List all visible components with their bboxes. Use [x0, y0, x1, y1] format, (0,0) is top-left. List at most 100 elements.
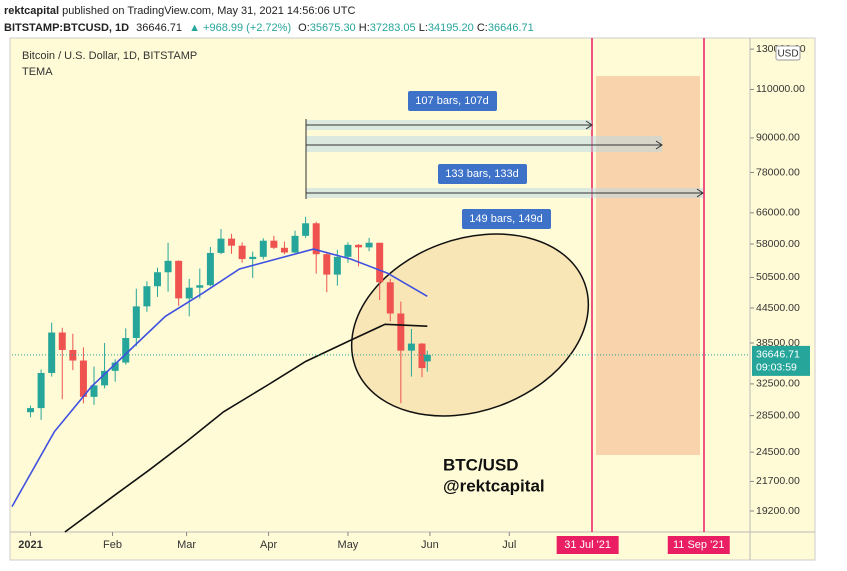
- plot: 130000.00110000.0090000.0078000.0066000.…: [11, 43, 810, 554]
- range-label: 107 bars, 107d: [415, 95, 488, 107]
- h-value: 37283.05: [370, 22, 416, 34]
- x-tick-label: May: [338, 539, 359, 551]
- date-marker-label: 31 Jul '21: [564, 539, 611, 551]
- candle-body: [270, 240, 278, 248]
- candle-body: [228, 238, 236, 246]
- indicator-line: [11, 248, 428, 507]
- y-tick-label: 21700.00: [756, 475, 800, 487]
- indicator-line: [64, 323, 428, 533]
- candle-body: [323, 254, 331, 275]
- candle-body: [153, 272, 161, 287]
- candle-body: [302, 223, 310, 236]
- candle-body: [280, 247, 288, 253]
- author: rektcapital: [4, 5, 59, 17]
- candle-body: [164, 260, 172, 273]
- candle-body: [386, 282, 394, 314]
- range-label-box: [462, 209, 551, 229]
- target-zone: [596, 76, 700, 455]
- candle-body: [238, 245, 246, 260]
- candle-body: [122, 338, 130, 363]
- range-label-box: [438, 164, 527, 184]
- l-value: 34195.20: [428, 22, 474, 34]
- candle-body: [206, 252, 214, 286]
- candle-body: [407, 343, 415, 351]
- candle-body: [143, 286, 151, 307]
- date-marker-box: [556, 536, 619, 554]
- candle-body: [132, 306, 140, 339]
- candle-body: [48, 332, 56, 373]
- arrow-head: [655, 140, 663, 150]
- header-line1: rektcapital published on TradingView.com…: [4, 5, 355, 17]
- l-label: L:: [419, 22, 428, 34]
- x-tick-label: Apr: [260, 539, 277, 551]
- candle-body: [291, 235, 299, 253]
- candle-body: [397, 313, 405, 351]
- x-tick-label: Feb: [103, 539, 122, 551]
- candle-body: [418, 343, 426, 369]
- x-tick-label: Jul: [502, 539, 516, 551]
- arrow-head: [585, 120, 593, 130]
- currency-box: [775, 45, 801, 61]
- header-line2: BITSTAMP:BTCUSD, 1D 36646.71 ▲ +968.99 (…: [4, 22, 534, 34]
- x-tick-label: 2021: [18, 539, 42, 551]
- candle-body: [101, 370, 109, 386]
- y-tick-label: 110000.00: [756, 83, 805, 95]
- date-marker-label: 11 Sep '21: [673, 539, 724, 551]
- y-tick-label: 90000.00: [756, 132, 800, 144]
- y-tick-label: 19200.00: [756, 505, 800, 517]
- x-tick-label: Mar: [177, 539, 196, 551]
- candle-body: [423, 354, 431, 362]
- y-tick-label: 24500.00: [756, 446, 800, 458]
- candle-body: [259, 240, 267, 257]
- y-tick-label: 66000.00: [756, 207, 800, 219]
- currency: USD: [777, 49, 798, 60]
- last: 36646.71: [136, 22, 182, 34]
- candle-body: [27, 408, 35, 413]
- highlight-ellipse: [350, 233, 590, 417]
- y-tick-label: 38500.00: [756, 337, 800, 349]
- candle-body: [90, 385, 98, 397]
- watermark-handle: @rektcapital: [443, 476, 545, 495]
- last-price-label: 36646.71: [756, 349, 800, 361]
- y-tick-label: 44500.00: [756, 302, 800, 314]
- symbol: BITSTAMP:BTCUSD, 1D: [4, 22, 129, 34]
- range-label: 149 bars, 149d: [469, 213, 542, 225]
- candle-body: [37, 372, 45, 409]
- y-tick-label: 58000.00: [756, 238, 800, 250]
- y-tick-label: 28500.00: [756, 409, 800, 421]
- bar-countdown: 09:03:59: [756, 362, 797, 374]
- arrow-head: [696, 188, 704, 198]
- candle-body: [365, 242, 373, 248]
- y-tick-label: 50500.00: [756, 271, 800, 283]
- date-marker-box: [667, 536, 730, 554]
- candle-body: [344, 244, 352, 257]
- o-value: 35675.30: [310, 22, 356, 34]
- candle-body: [217, 238, 225, 253]
- chart-title: Bitcoin / U.S. Dollar, 1D, BITSTAMP: [22, 50, 197, 62]
- range-label-box: [408, 91, 497, 111]
- change: ▲ +968.99 (+2.72%): [189, 22, 291, 34]
- candle-body: [175, 260, 183, 299]
- candle-body: [312, 223, 320, 255]
- range-band: [306, 136, 662, 152]
- candle-body: [355, 244, 363, 248]
- c-value: 36646.71: [488, 22, 534, 34]
- candle-body: [79, 360, 87, 397]
- candle-body: [249, 256, 257, 260]
- candle-body: [58, 332, 66, 350]
- last-price-box: [752, 345, 810, 376]
- candle-body: [333, 256, 341, 275]
- y-tick-label: 78000.00: [756, 166, 800, 178]
- candle-body: [111, 362, 119, 371]
- y-tick-label: 32500.00: [756, 378, 800, 390]
- candle-body: [376, 242, 384, 283]
- x-tick-label: Jun: [421, 539, 439, 551]
- c-label: C:: [477, 22, 488, 34]
- o-label: O:: [298, 22, 310, 34]
- published: published on TradingView.com, May 31, 20…: [62, 5, 355, 17]
- range-label: 133 bars, 133d: [445, 168, 518, 180]
- h-label: H:: [359, 22, 370, 34]
- candle-body: [185, 287, 193, 299]
